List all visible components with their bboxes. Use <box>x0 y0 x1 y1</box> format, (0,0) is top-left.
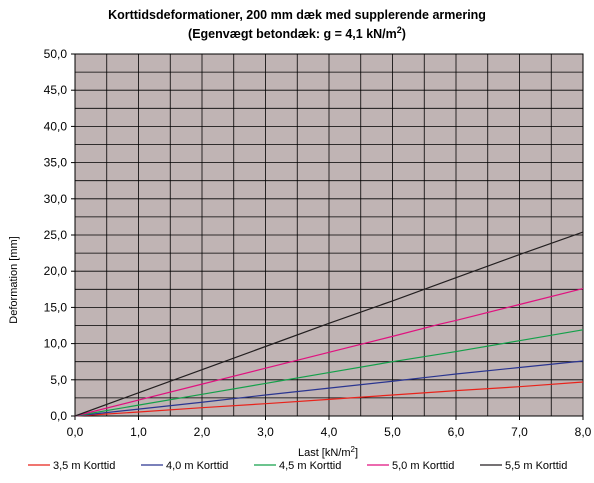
y-tick-label: 50,0 <box>44 47 68 61</box>
axis-ticks: 0,0 1,0 2,0 3,0 4,0 5,0 6,0 7,0 8,0 0,0 5,0 10,0 15,… <box>44 47 592 439</box>
x-axis-title-main: Last [kN/m <box>298 447 351 459</box>
y-tick-label: 0,0 <box>50 409 67 423</box>
series-line-3 <box>74 329 584 417</box>
legend-label: 5,0 m Korttid <box>392 460 454 472</box>
legend-label: 4,5 m Korttid <box>279 460 341 472</box>
x-axis-title: Last [kN/m2] <box>298 445 358 459</box>
x-tick-label: 6,0 <box>448 425 465 439</box>
grid-lines <box>75 54 583 416</box>
x-tick-label: 7,0 <box>511 425 528 439</box>
y-tick-label: 15,0 <box>44 300 68 314</box>
x-tick-label: 8,0 <box>575 425 592 439</box>
y-tick-label: 10,0 <box>44 337 68 351</box>
x-axis-title-end: ] <box>355 447 358 459</box>
y-tick-label: 40,0 <box>44 119 68 133</box>
x-tick-label: 4,0 <box>321 425 338 439</box>
y-tick-label: 25,0 <box>44 228 68 242</box>
x-tick-label: 3,0 <box>257 425 274 439</box>
chart-subtitle: (Egenvægt betondæk: g = 4,1 kN/m2) <box>188 25 406 41</box>
y-axis-title: Deformation [mm] <box>8 236 20 323</box>
x-tick-label: 2,0 <box>194 425 211 439</box>
legend-label: 5,5 m Korttid <box>505 460 567 472</box>
series-line-1 <box>74 381 584 417</box>
legend: 3,5 m Korttid 4,0 m Korttid 4,5 m Korttid 5… <box>28 460 567 472</box>
y-tick-label: 5,0 <box>50 373 67 387</box>
y-tick-label: 45,0 <box>44 83 68 97</box>
series-line-5 <box>74 231 584 417</box>
x-tick-label: 1,0 <box>130 425 147 439</box>
chart-subtitle-end: ) <box>402 27 406 41</box>
y-tick-label: 35,0 <box>44 156 68 170</box>
legend-label: 4,0 m Korttid <box>166 460 228 472</box>
chart-subtitle-sup: 2 <box>397 25 402 35</box>
legend-label: 3,5 m Korttid <box>53 460 115 472</box>
x-axis-title-sup: 2 <box>351 445 356 454</box>
series-lines <box>74 231 584 417</box>
chart-title: Korttidsdeformationer, 200 mm dæk med su… <box>108 8 486 22</box>
x-tick-label: 5,0 <box>384 425 401 439</box>
series-line-2 <box>74 360 584 417</box>
series-line-4 <box>74 287 584 417</box>
y-tick-label: 30,0 <box>44 192 68 206</box>
chart-subtitle-main: (Egenvægt betondæk: g = 4,1 kN/m <box>188 27 397 41</box>
x-tick-label: 0,0 <box>67 425 84 439</box>
y-tick-label: 20,0 <box>44 264 68 278</box>
